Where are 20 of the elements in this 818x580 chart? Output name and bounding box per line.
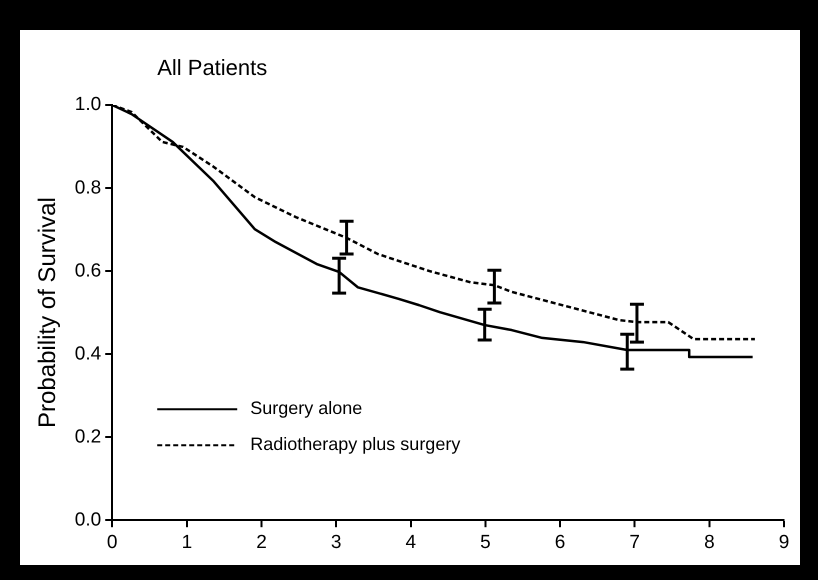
y-tick-label: 0.4 (74, 343, 102, 364)
y-tick-label: 0.6 (74, 260, 102, 282)
chart-title: All Patients (157, 55, 268, 80)
x-tick-label: 2 (256, 532, 267, 553)
legend-label: Radiotherapy plus surgery (250, 434, 460, 454)
y-tick-label: 0.2 (74, 426, 102, 448)
x-tick-label: 1 (182, 532, 192, 553)
y-axis-title: Probability of Survival (34, 197, 62, 428)
x-tick-label: 0 (106, 532, 118, 553)
x-tick-label: 4 (405, 532, 416, 553)
x-tick-label: 3 (330, 532, 342, 553)
y-tick-label: 0.8 (74, 177, 102, 198)
x-tick-label: 7 (629, 532, 640, 553)
legend-label: Surgery alone (250, 398, 362, 418)
y-tick-label: 0.0 (74, 509, 102, 530)
x-tick-label: 9 (778, 532, 790, 553)
x-tick-label: 5 (480, 532, 491, 553)
x-tick-label: 6 (554, 532, 566, 553)
y-tick-label: 1.0 (74, 94, 102, 116)
x-tick-label: 8 (704, 532, 715, 553)
